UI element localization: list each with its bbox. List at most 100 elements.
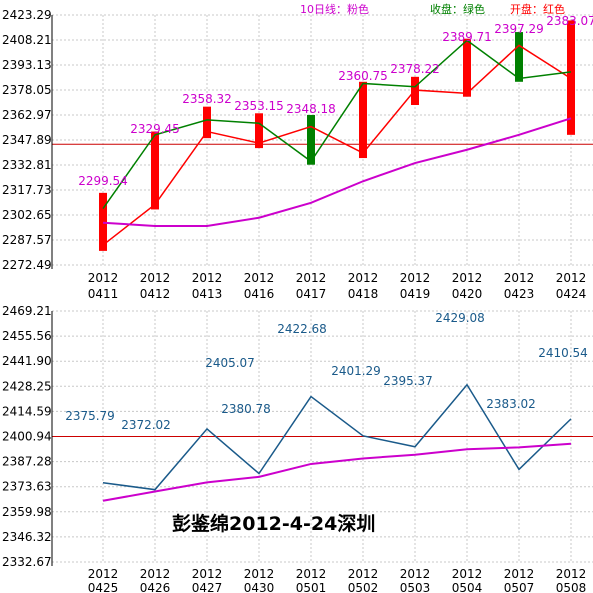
x-tick-date: 0424 [556,287,587,301]
bottom-panel: 2469.21 2455.56 2441.90 2428.25 2414.59 2400.… [2,304,593,593]
y-tick-label: 2469.21 [2,304,52,318]
legend-ma: 10日线：粉色 [300,2,369,16]
y-tick-label: 2387.28 [2,455,52,469]
y-tick-label: 2423.29 [2,8,52,22]
value-label: 2329.45 [130,122,180,136]
x-tick-year: 2012 [140,567,171,581]
top-x-axis: 2012 0411 2012 0412 2012 0413 2012 0416 2012 0417… [88,271,587,301]
value-label: 2380.78 [221,402,271,416]
y-tick-label: 2441.90 [2,354,52,368]
x-tick-year: 2012 [192,271,223,285]
x-tick-date: 0423 [504,287,535,301]
y-tick-label: 2359.98 [2,505,52,519]
x-tick-date: 0503 [400,581,431,593]
legend-close: 收盘：绿色 [430,2,485,16]
y-tick-label: 2272.49 [2,258,52,272]
y-tick-label: 2408.21 [2,33,52,47]
x-tick-year: 2012 [88,271,119,285]
x-tick-date: 0413 [192,287,223,301]
top-y-axis: 2423.29 2408.21 2393.13 2378.05 2362.97 2347.… [2,8,53,272]
candle-bar [463,38,471,97]
value-line [102,383,572,491]
candle-bar [515,32,523,82]
value-label: 2401.29 [331,364,381,378]
bottom-x-axis: 2012042520120426201204272012043020120501… [88,567,587,593]
y-tick-label: 2414.59 [2,404,52,418]
bottom-lines [102,383,572,502]
x-tick-year: 2012 [244,567,275,581]
x-tick-date: 0416 [244,287,275,301]
value-label: 2360.75 [338,69,388,83]
top-panel: 2423.29 2408.21 2393.13 2378.05 2362.97 2347.… [2,2,593,301]
x-tick-year: 2012 [556,567,587,581]
x-tick-year: 2012 [504,271,535,285]
top-lines [102,39,572,246]
y-tick-label: 2302.65 [2,208,52,222]
close-line [102,39,572,210]
value-label: 2405.07 [205,356,255,370]
candle-bar [99,192,107,251]
y-tick-label: 2400.94 [2,430,52,444]
value-label: 2348.18 [286,102,336,116]
ma10-line [102,117,572,228]
y-tick-label: 2378.05 [2,83,52,97]
y-tick-label: 2317.73 [2,183,52,197]
x-tick-year: 2012 [400,271,431,285]
x-tick-year: 2012 [88,567,119,581]
bottom-value-labels: 2375.79 2372.02 2405.07 2380.78 2422.68 2401.… [65,311,588,432]
watermark: 彭鉴绵2012-4-24深圳 [172,512,375,535]
bottom-y-axis: 2469.21 2455.56 2441.90 2428.25 2414.59 2400.… [2,304,53,569]
value-label: 2383.07 [546,14,593,28]
x-tick-year: 2012 [348,271,379,285]
value-label: 2397.29 [494,22,544,36]
ma-line [102,442,572,502]
value-label: 2383.02 [486,397,536,411]
value-label: 2358.32 [182,92,232,106]
y-tick-label: 2373.63 [2,480,52,494]
y-tick-label: 2347.89 [2,133,52,147]
value-label: 2395.37 [383,374,433,388]
bottom-grid [52,310,593,563]
x-tick-year: 2012 [140,271,171,285]
x-tick-year: 2012 [192,567,223,581]
value-label: 2375.79 [65,409,115,423]
y-tick-label: 2287.57 [2,233,52,247]
x-tick-date: 0425 [88,581,119,593]
value-label: 2353.15 [234,99,284,113]
top-value-labels: 2299.54 2329.45 2358.32 2353.15 2348.18 2360.… [78,14,593,188]
x-tick-date: 0411 [88,287,119,301]
x-tick-date: 0504 [452,581,483,593]
candle-bar [203,106,211,139]
x-tick-date: 0508 [556,581,587,593]
x-tick-date: 0502 [348,581,379,593]
open-line [102,44,572,246]
y-tick-label: 2428.25 [2,379,52,393]
value-label: 2389.71 [442,30,492,44]
x-tick-year: 2012 [504,567,535,581]
value-label: 2410.54 [538,346,588,360]
x-tick-date: 0418 [348,287,379,301]
x-tick-date: 0430 [244,581,275,593]
x-tick-date: 0427 [192,581,223,593]
y-tick-label: 2346.32 [2,530,52,544]
x-tick-year: 2012 [296,271,327,285]
x-tick-year: 2012 [244,271,275,285]
candle-bar [151,131,159,210]
x-tick-date: 0417 [296,287,327,301]
legend: 10日线：粉色 收盘：绿色 开盘：红色 [300,2,565,16]
value-label: 2422.68 [277,322,327,336]
x-tick-date: 0412 [140,287,171,301]
legend-open: 开盘：红色 [510,2,565,16]
value-label: 2372.02 [121,418,171,432]
x-tick-year: 2012 [452,271,483,285]
y-tick-label: 2332.67 [2,555,52,569]
x-tick-year: 2012 [296,567,327,581]
value-label: 2378.22 [390,62,440,76]
x-tick-date: 0426 [140,581,171,593]
x-tick-year: 2012 [556,271,587,285]
candle-bar [359,81,367,159]
y-tick-label: 2455.56 [2,329,52,343]
value-label: 2299.54 [78,174,128,188]
x-tick-year: 2012 [452,567,483,581]
